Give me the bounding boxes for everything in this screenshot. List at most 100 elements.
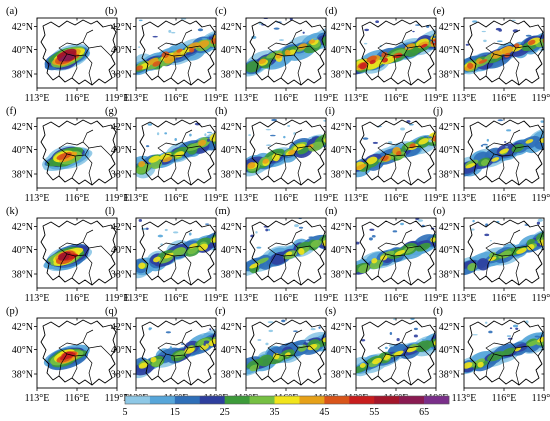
district-boundary (401, 329, 413, 343)
lon-tick-label: 119°E (424, 293, 449, 304)
lon-tick-label: 119°E (532, 393, 550, 404)
reflectivity-cell (372, 141, 378, 144)
reflectivity-cell (465, 43, 470, 46)
colorbar-segment (349, 396, 375, 404)
colorbar-frame (124, 395, 450, 405)
lat-tick-label: 38°N (331, 70, 352, 81)
reflectivity-cell (396, 151, 402, 156)
reflectivity-cell (484, 321, 488, 324)
reflectivity-cell (534, 335, 540, 338)
district-boundary (293, 254, 302, 286)
reflectivity-cell (395, 53, 403, 59)
reflectivity-cell (417, 219, 424, 222)
reflectivity-cell (487, 351, 505, 362)
lat-tick-label: 42°N (111, 222, 132, 233)
district-boundary (401, 29, 413, 43)
map-panel: 113°E 116°E 119°E 42°N 40°N 38°N (h) (215, 106, 338, 204)
map-panel: 113°E 116°E 119°E 42°N 40°N 38°N (l) (105, 206, 228, 304)
reflectivity-cell (413, 327, 418, 331)
lon-tick-label: 113°E (124, 193, 149, 204)
region-boundary (467, 219, 544, 286)
lat-tick-label: 42°N (331, 322, 352, 333)
district-boundary (157, 153, 167, 177)
district-boundary (511, 254, 520, 286)
lat-tick-label: 40°N (439, 45, 460, 56)
district-boundary (390, 55, 397, 79)
reflectivity-cell (265, 228, 269, 232)
district-boundary (390, 255, 397, 279)
map-panel: 113°E 116°E 119°E 42°N 40°N 38°N (f) (6, 106, 129, 204)
lon-tick-label: 113°E (344, 93, 369, 104)
reflectivity-cell (177, 244, 184, 247)
panel-letter: (s) (325, 306, 337, 317)
reflectivity-cell (413, 334, 418, 338)
reflectivity-cell (412, 30, 415, 33)
lat-tick-label: 42°N (221, 122, 242, 133)
region-boundary (467, 319, 544, 386)
reflectivity-cell (266, 50, 283, 59)
lat-tick-label: 40°N (439, 145, 460, 156)
district-boundary (293, 154, 302, 186)
reflectivity-cell (394, 249, 406, 256)
lat-tick-label: 40°N (12, 145, 33, 156)
lon-tick-label: 116°E (164, 193, 189, 204)
reflectivity-cell (502, 347, 516, 356)
reflectivity-cell (509, 327, 513, 330)
panel-letter: (t) (433, 306, 443, 317)
colorbar: 5 15 25 35 45 55 65 (123, 395, 450, 418)
lat-tick-label: 42°N (439, 322, 460, 333)
lon-tick-label: 119°E (105, 193, 130, 204)
lat-tick-label: 42°N (221, 22, 242, 33)
reflectivity-cell (364, 28, 369, 32)
reflectivity-cell (514, 142, 518, 145)
lon-tick-label: 116°E (384, 293, 409, 304)
lat-tick-label: 42°N (111, 22, 132, 33)
reflectivity-cell (145, 145, 150, 148)
reflectivity-cell (206, 138, 211, 142)
lon-tick-label: 113°E (25, 393, 50, 404)
reflectivity-cell (420, 43, 428, 48)
district-boundary (58, 253, 68, 277)
panel-grid: 113°E 116°E 119°E 42°N 40°N 38°N (a) 113°E 116°E… (6, 6, 550, 404)
reflectivity-field (464, 218, 544, 276)
reflectivity-cell (504, 141, 507, 143)
reflectivity-cell (430, 237, 436, 243)
lat-tick-label: 38°N (111, 370, 132, 381)
region-boundary (249, 219, 326, 286)
lon-tick-label: 113°E (344, 293, 369, 304)
district-boundary (181, 329, 193, 343)
reflectivity-cell (156, 132, 160, 136)
reflectivity-cell (136, 65, 143, 71)
reflectivity-cell (198, 243, 209, 251)
lat-tick-label: 40°N (439, 245, 460, 256)
lat-tick-label: 38°N (331, 270, 352, 281)
reflectivity-cell (497, 119, 504, 122)
lon-tick-label: 113°E (452, 293, 477, 304)
district-boundary (511, 54, 520, 86)
district-boundary (181, 29, 193, 43)
reflectivity-cell (369, 59, 376, 65)
district-boundary (84, 154, 93, 186)
colorbar-segment (324, 396, 350, 404)
reflectivity-cell (539, 137, 544, 143)
reflectivity-cell (322, 35, 326, 47)
colorbar-segment (249, 396, 275, 404)
lon-tick-label: 116°E (164, 293, 189, 304)
colorbar-label: 15 (170, 407, 180, 418)
reflectivity-cell (287, 124, 291, 128)
reflectivity-cell (423, 135, 428, 138)
panel-letter: (q) (105, 306, 118, 317)
district-boundary (280, 255, 287, 279)
reflectivity-cell (138, 46, 141, 48)
reflectivity-cell (145, 227, 149, 230)
reflectivity-cell (359, 62, 367, 70)
lon-tick-label: 119°E (204, 193, 229, 204)
lat-tick-label: 40°N (12, 245, 33, 256)
map-panel: 113°E 116°E 119°E 42°N 40°N 38°N (g) (105, 106, 229, 204)
reflectivity-cell (308, 39, 316, 44)
reflectivity-cell (396, 338, 400, 342)
lat-tick-label: 42°N (439, 122, 460, 133)
map-panel: 113°E 116°E 119°E 42°N 40°N 38°N (k) (6, 206, 129, 304)
